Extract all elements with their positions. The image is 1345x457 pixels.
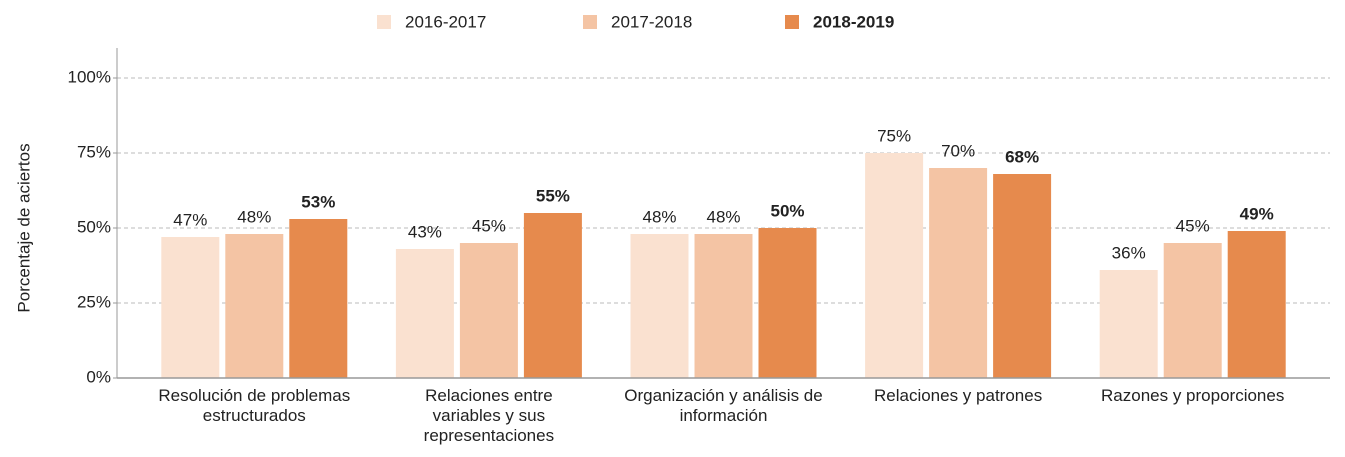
bar [225, 234, 284, 378]
data-label: 47% [173, 210, 207, 229]
data-label: 53% [301, 192, 335, 211]
y-axis-label: Porcentaje de aciertos [14, 143, 33, 312]
bar [161, 237, 220, 378]
bar [1227, 231, 1286, 378]
data-label: 55% [536, 186, 570, 205]
bar [865, 153, 924, 378]
legend-label: 2017-2018 [611, 12, 692, 31]
bar [523, 213, 582, 378]
bar [758, 228, 817, 378]
data-label: 50% [770, 201, 804, 220]
y-tick-label: 100% [68, 67, 111, 86]
bar [1099, 270, 1158, 378]
y-tick-label: 75% [77, 142, 111, 161]
data-label: 45% [1176, 216, 1210, 235]
bar [1163, 243, 1222, 378]
legend-swatch [583, 15, 597, 29]
legend-swatch [785, 15, 799, 29]
legend-label: 2018-2019 [813, 12, 894, 31]
data-label: 49% [1240, 204, 1274, 223]
x-tick-label: Organización y análisis de información [624, 386, 823, 425]
x-tick-label: Relaciones entre variables y sus represe… [423, 386, 555, 445]
y-tick-label: 25% [77, 292, 111, 311]
data-label: 43% [408, 222, 442, 241]
bar [993, 174, 1052, 378]
bar [395, 249, 454, 378]
bar [630, 234, 689, 378]
y-tick-label: 0% [86, 367, 111, 386]
bar [459, 243, 518, 378]
bar [929, 168, 988, 378]
x-tick-label: Resolución de problemas estructurados [158, 386, 351, 425]
data-label: 48% [642, 207, 676, 226]
bar [694, 234, 753, 378]
y-tick-label: 50% [77, 217, 111, 236]
bar [289, 219, 348, 378]
legend-swatch [377, 15, 391, 29]
data-label: 70% [941, 141, 975, 160]
data-label: 36% [1112, 243, 1146, 262]
data-label: 48% [706, 207, 740, 226]
data-label: 48% [237, 207, 271, 226]
x-tick-label: Relaciones y patrones [873, 386, 1043, 405]
data-label: 68% [1005, 147, 1039, 166]
data-label: 75% [877, 126, 911, 145]
legend-label: 2016-2017 [405, 12, 486, 31]
x-tick-label: Razones y proporciones [1101, 386, 1285, 405]
data-label: 45% [472, 216, 506, 235]
